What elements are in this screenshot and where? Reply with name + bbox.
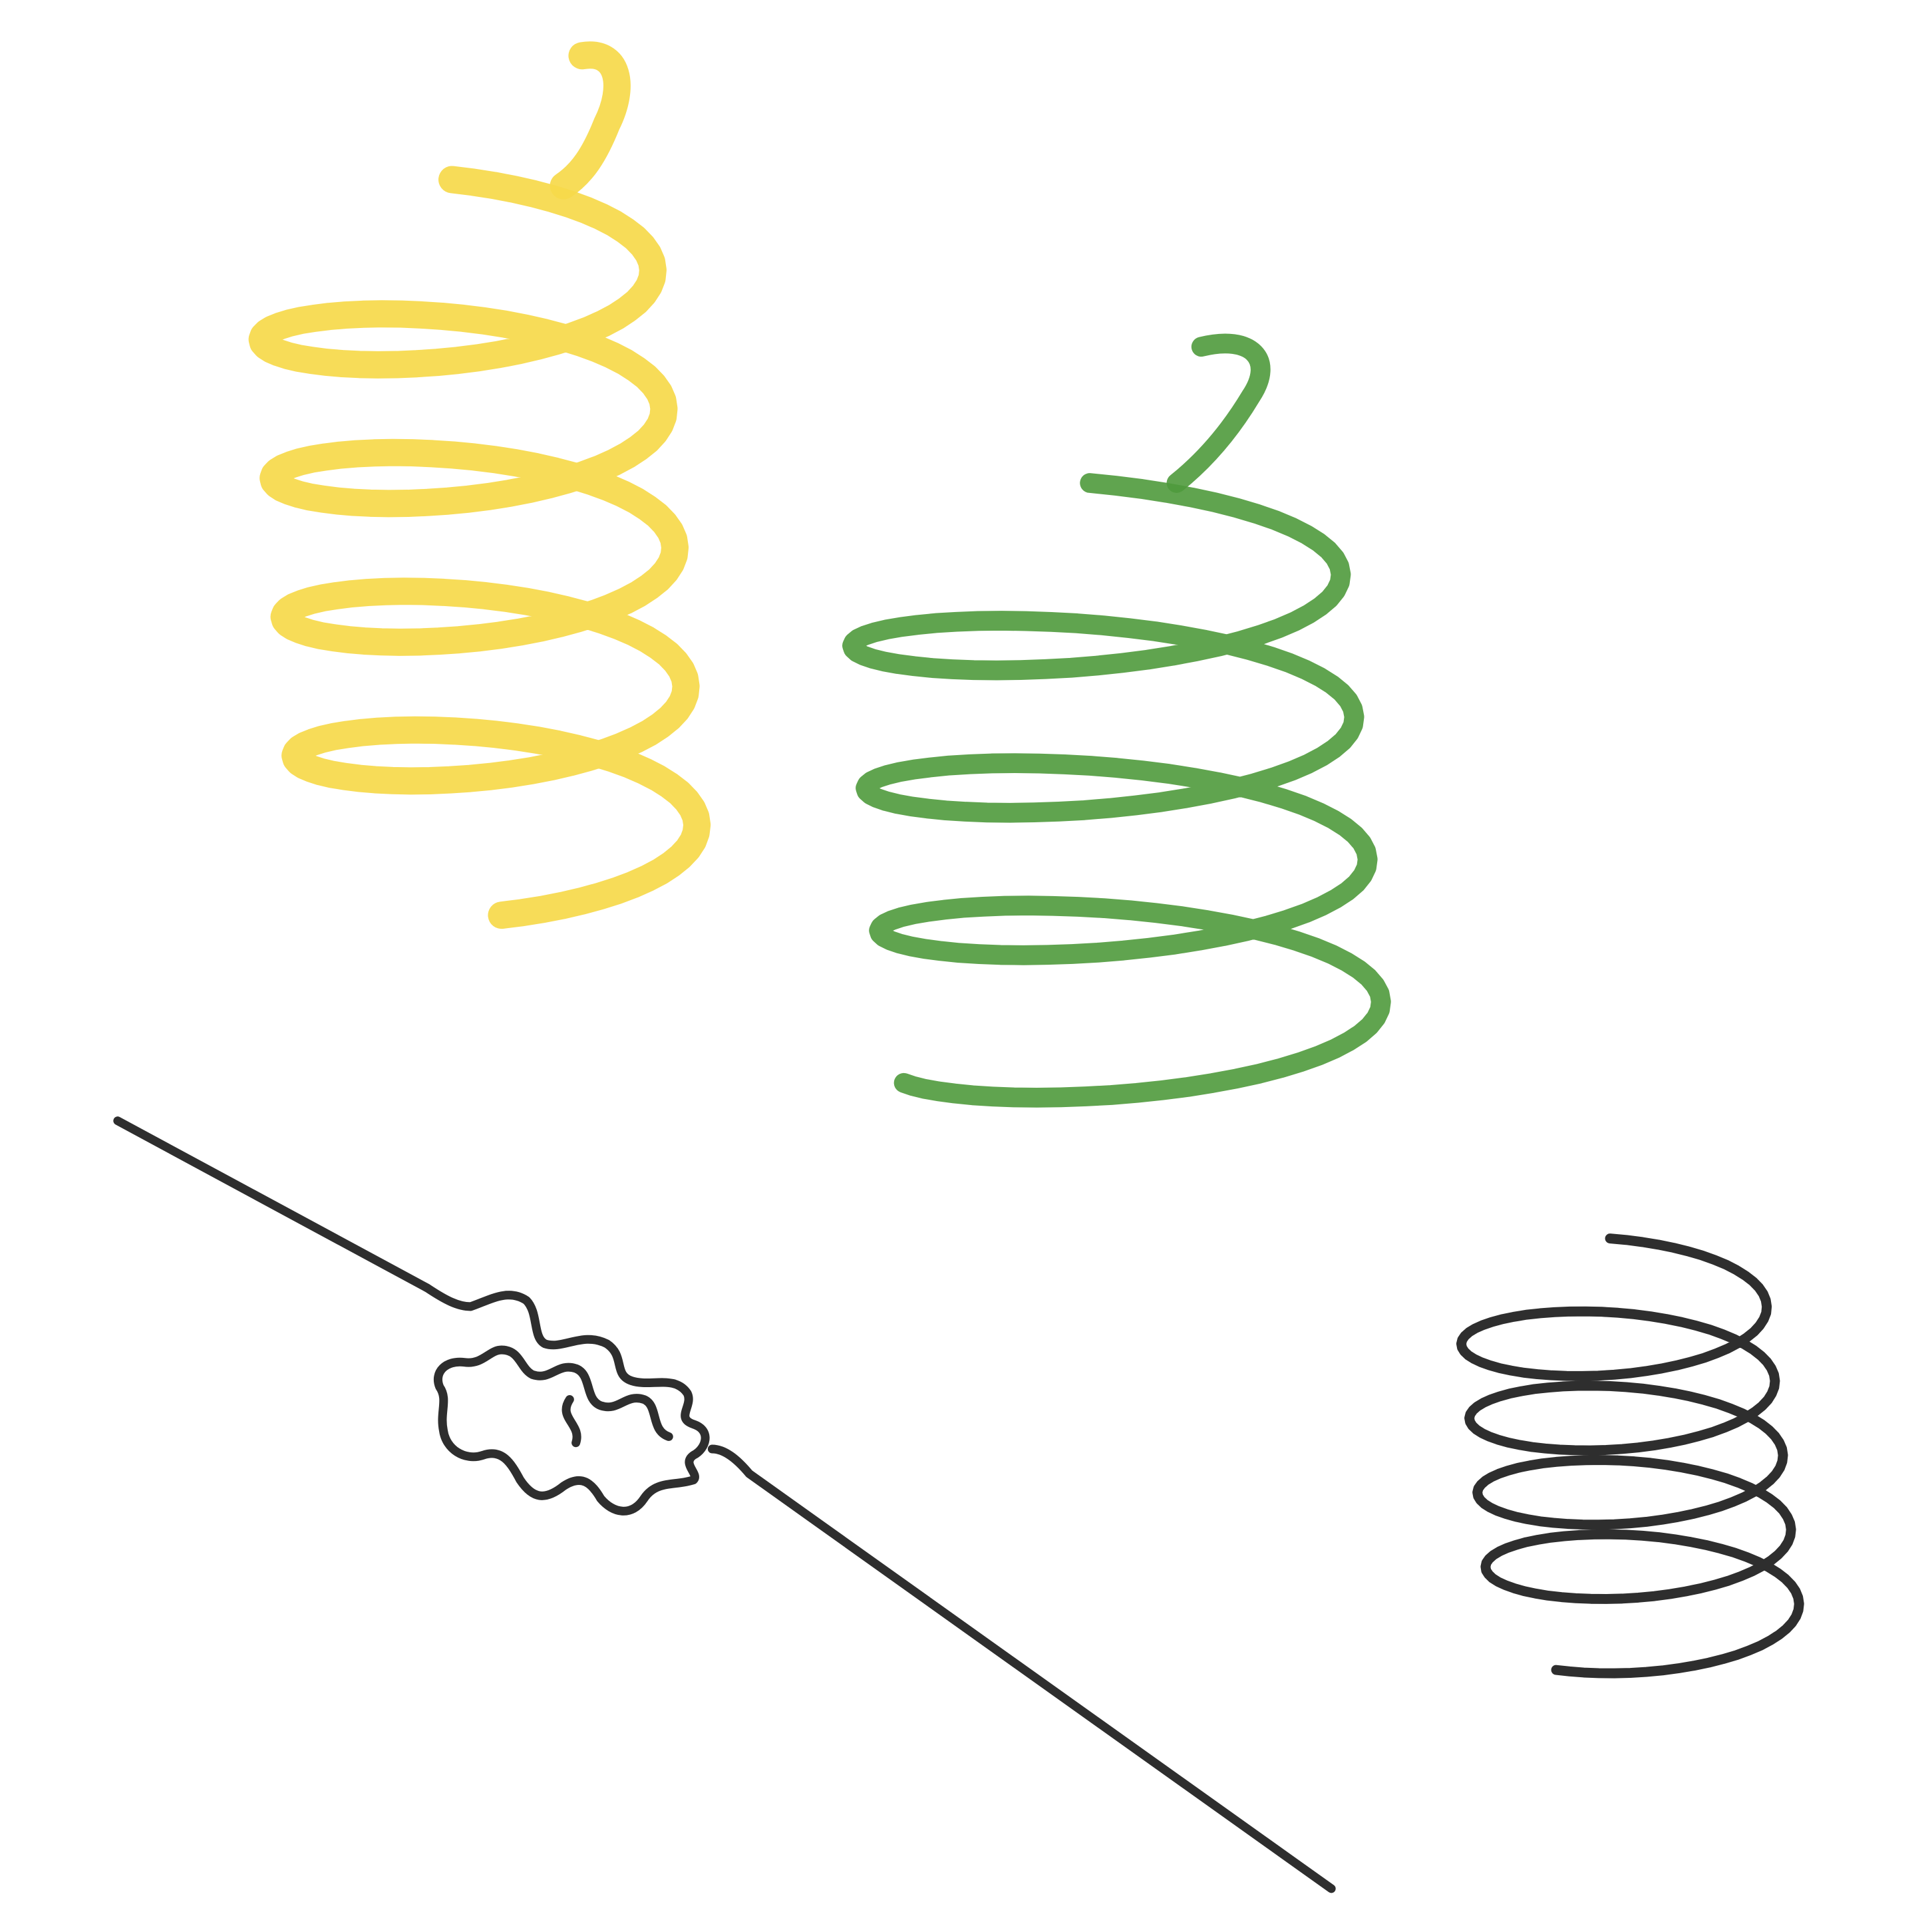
- green-coil: [842, 473, 1391, 1108]
- coils: [248, 166, 1804, 1679]
- green-coil-tail: [1166, 333, 1271, 493]
- yellow-coil-tail: [550, 41, 631, 200]
- black-coil: [1456, 1233, 1804, 1679]
- yellow-coil: [248, 166, 711, 929]
- wire: [113, 1116, 1336, 1893]
